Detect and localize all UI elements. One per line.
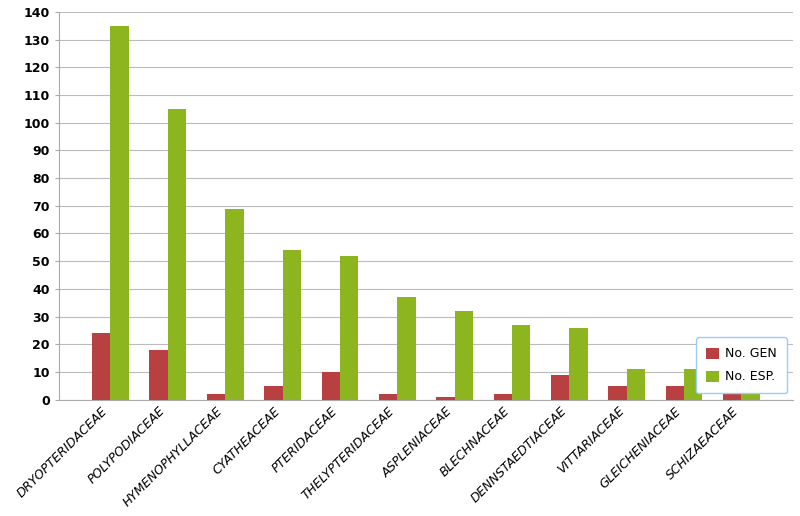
- Bar: [92, 333, 110, 399]
- Legend: No. GEN, No. ESP.: No. GEN, No. ESP.: [696, 337, 787, 393]
- Bar: [723, 389, 742, 399]
- Bar: [494, 394, 512, 399]
- Bar: [322, 372, 340, 399]
- Bar: [340, 255, 358, 399]
- Bar: [168, 109, 186, 399]
- Bar: [398, 297, 415, 399]
- Bar: [666, 386, 684, 399]
- Bar: [626, 369, 645, 399]
- Bar: [207, 394, 225, 399]
- Bar: [608, 386, 626, 399]
- Bar: [379, 394, 398, 399]
- Bar: [684, 369, 702, 399]
- Bar: [512, 325, 530, 399]
- Bar: [110, 26, 129, 399]
- Bar: [742, 380, 760, 399]
- Bar: [436, 397, 454, 399]
- Bar: [282, 250, 301, 399]
- Bar: [570, 328, 588, 399]
- Bar: [150, 350, 168, 399]
- Bar: [454, 311, 473, 399]
- Bar: [551, 375, 570, 399]
- Bar: [225, 208, 243, 399]
- Bar: [264, 386, 282, 399]
